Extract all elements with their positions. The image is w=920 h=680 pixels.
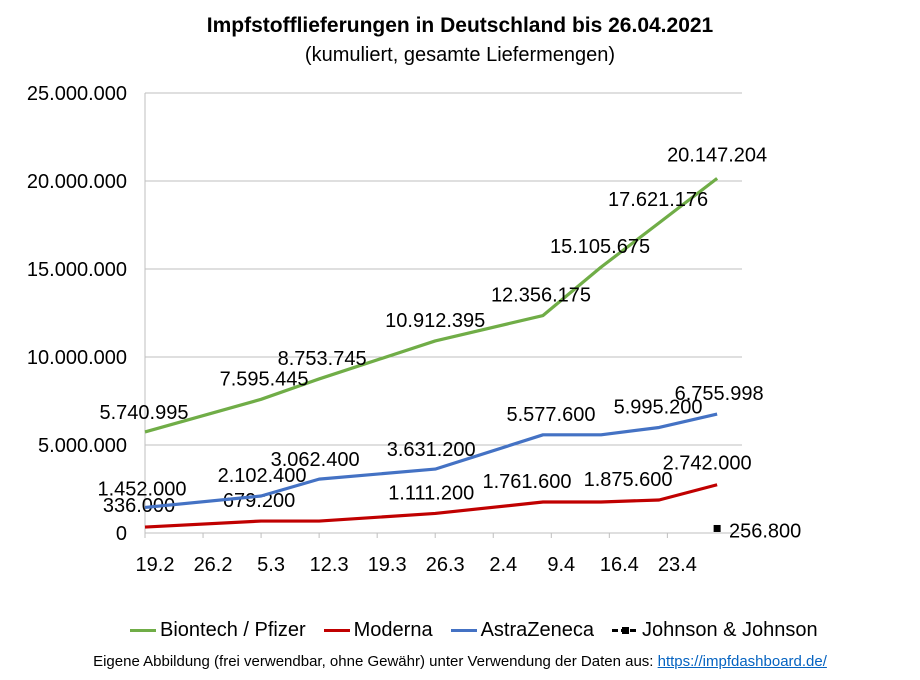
data-label-astrazeneca: 3.631.200 xyxy=(387,439,476,461)
data-label-biontech: 12.356.175 xyxy=(491,285,591,307)
data-label-moderna: 1.111.200 xyxy=(388,482,474,504)
data-label-moderna: 1.761.600 xyxy=(483,471,572,493)
legend-label-biontech: Biontech / Pfizer xyxy=(160,619,306,641)
data-label-biontech: 7.595.445 xyxy=(220,368,309,390)
data-label-biontech: 10.912.395 xyxy=(385,310,485,332)
data-label-biontech: 5.740.995 xyxy=(100,402,189,424)
x-tick-label: 2.4 xyxy=(489,554,517,576)
legend-label-moderna: Moderna xyxy=(353,619,433,641)
data-label-astrazeneca: 3.062.400 xyxy=(271,449,360,471)
series-line-moderna xyxy=(144,483,718,529)
data-label-astrazeneca: 1.452.000 xyxy=(98,478,187,500)
y-tick-label: 15.000.000 xyxy=(27,259,127,281)
x-tick-label: 12.3 xyxy=(310,554,349,576)
series-line-biontech xyxy=(144,177,719,434)
data-label-moderna: 336.000 xyxy=(103,495,175,517)
legend-swatch-astrazeneca xyxy=(450,629,477,632)
footnote-text: Eigene Abbildung (frei verwendbar, ohne … xyxy=(93,653,658,670)
y-tick-label: 25.000.000 xyxy=(27,83,127,105)
source-footnote: Eigene Abbildung (frei verwendbar, ohne … xyxy=(0,653,920,670)
y-tick-label: 10.000.000 xyxy=(27,347,127,369)
series-line-astrazeneca xyxy=(144,412,718,510)
data-label-moderna: 1.875.600 xyxy=(584,469,673,491)
data-label-astrazeneca: 5.995.200 xyxy=(614,396,703,418)
data-label-biontech: 15.105.675 xyxy=(550,236,650,258)
data-label-astrazeneca: 5.577.600 xyxy=(507,404,596,426)
data-label-jj: 256.800 xyxy=(729,520,801,542)
legend-swatch-biontech xyxy=(130,629,156,632)
legend-item-jj: Johnson & Johnson xyxy=(611,619,818,642)
chart-title: Impfstofflieferungen in Deutschland bis … xyxy=(206,14,714,37)
data-label-astrazeneca: 2.102.400 xyxy=(218,465,307,487)
legend-label-jj: Johnson & Johnson xyxy=(641,619,818,641)
data-label-biontech: 8.753.745 xyxy=(278,348,367,370)
x-tick-label: 19.2 xyxy=(136,554,175,576)
legend-swatch-jj xyxy=(611,627,638,634)
x-tick-label: 23.4 xyxy=(658,554,697,576)
y-tick-label: 0 xyxy=(116,523,127,545)
x-tick-label: 19.3 xyxy=(368,554,407,576)
source-link[interactable]: https://impfdashboard.de/ xyxy=(657,653,827,670)
data-point-jj xyxy=(713,524,721,532)
legend-item-biontech: Biontech / Pfizer xyxy=(130,619,306,642)
y-tick-label: 5.000.000 xyxy=(38,435,127,457)
data-label-moderna: 2.742.000 xyxy=(663,453,752,475)
data-label-moderna: 679.200 xyxy=(223,490,295,512)
x-tick-label: 16.4 xyxy=(600,554,639,576)
chart-subtitle: (kumuliert, gesamte Liefermengen) xyxy=(304,44,616,66)
x-tick-label: 26.3 xyxy=(426,554,465,576)
data-label-biontech: 17.621.176 xyxy=(608,189,708,211)
legend-swatch-moderna xyxy=(323,629,350,632)
legend-label-astrazeneca: AstraZeneca xyxy=(480,619,594,641)
x-tick-label: 26.2 xyxy=(194,554,233,576)
line-chart: 0 5.000.000 10.000.000 15.000.000 20.000.000… xyxy=(27,83,801,576)
x-tick-label: 9.4 xyxy=(547,554,575,576)
data-label-astrazeneca: 6.755.998 xyxy=(675,383,764,405)
legend-item-astrazeneca: AstraZeneca xyxy=(450,619,594,642)
y-tick-label: 20.000.000 xyxy=(27,171,127,193)
x-tick-label: 5.3 xyxy=(257,554,285,576)
data-label-biontech: 20.147.204 xyxy=(667,144,767,166)
legend-item-moderna: Moderna xyxy=(323,619,433,642)
chart-legend: Biontech / Pfizer Moderna AstraZeneca Jo… xyxy=(130,619,836,642)
